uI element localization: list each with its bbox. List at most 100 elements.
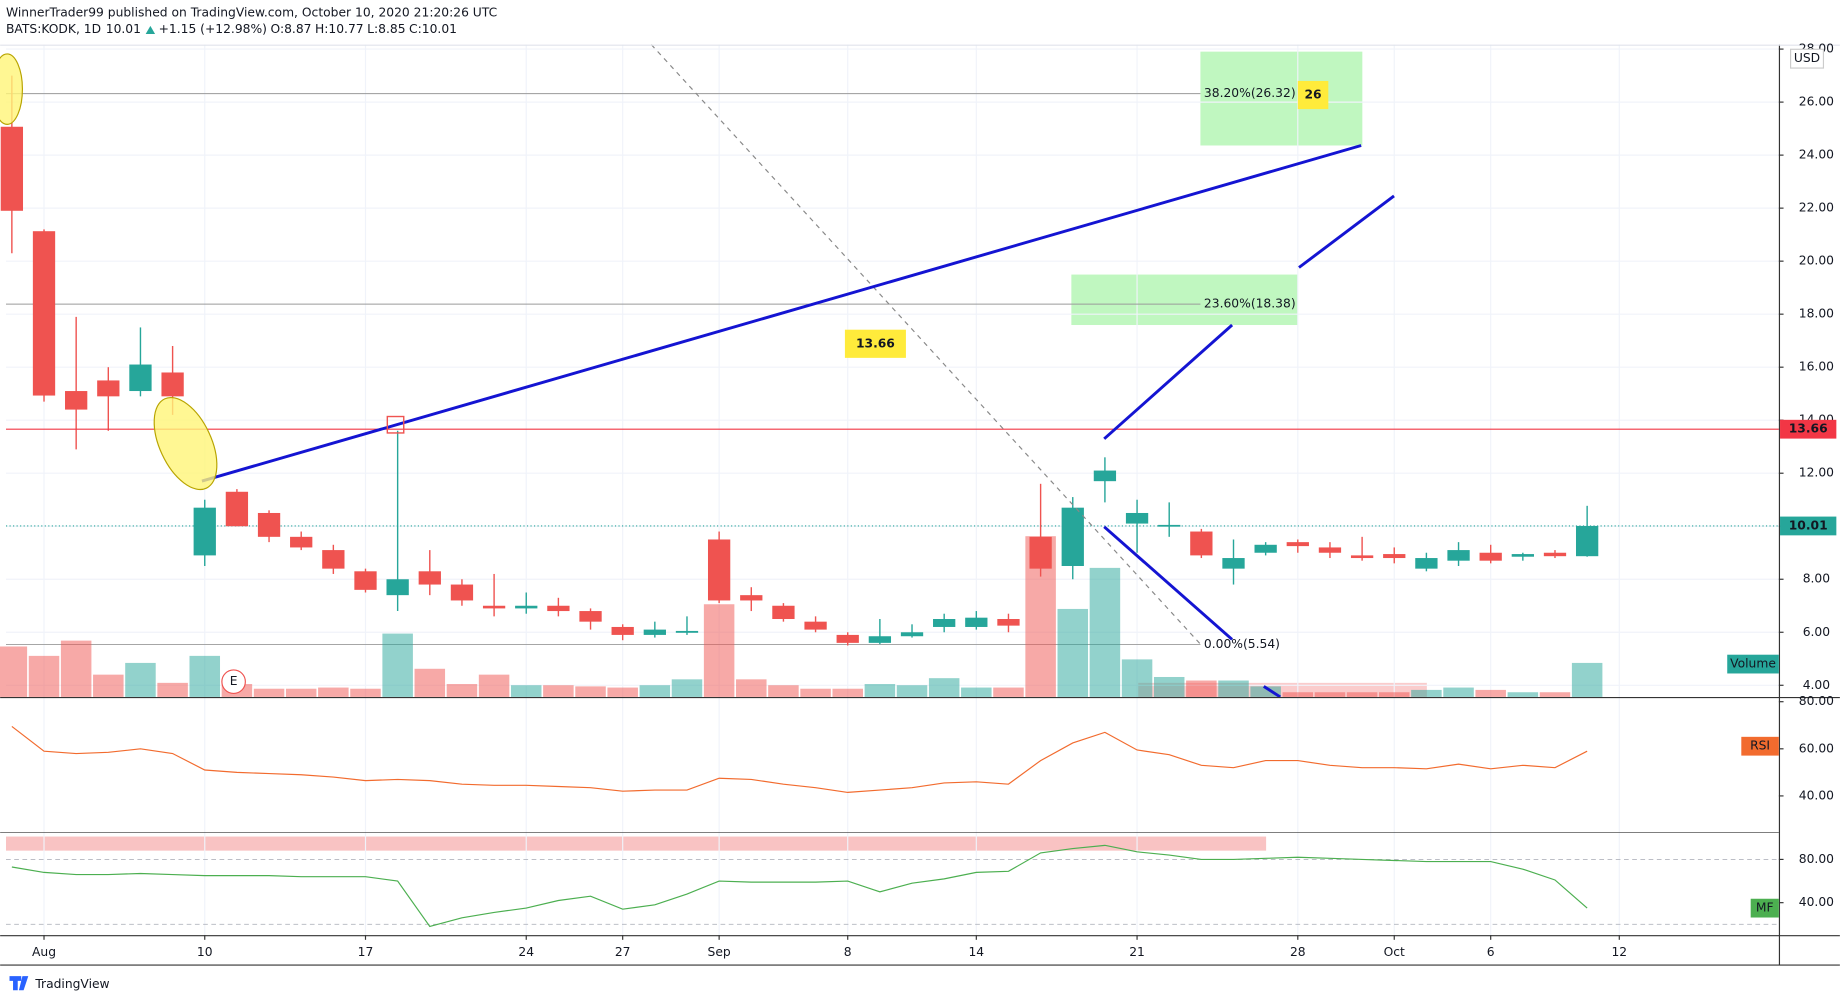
marks [0,75,1779,928]
volume-bar [1153,676,1185,697]
volume-bar [189,655,221,697]
candle-body [354,571,377,590]
volume-bar [1346,692,1378,697]
header-text: 10.01 [422,22,457,36]
y-tick-label: 18.00 [1799,307,1834,321]
target-box [1071,274,1298,326]
volume-bar [543,685,574,697]
volume-bar [639,685,671,697]
highlight-band [5,836,1267,851]
volume-bar [768,685,799,697]
candle-body [579,611,602,622]
pane-label-box [1741,736,1779,756]
event-marker [221,669,246,695]
volume-bar [93,674,124,697]
volume-bar [125,662,156,697]
candle-body [1415,558,1438,569]
header-text: 8.85 [378,22,405,36]
volume-bar [1507,692,1539,697]
header-text: 10.01 [106,22,141,36]
candle-body [1158,524,1181,527]
candle-body [1575,525,1599,557]
candle-body [1190,531,1213,556]
candle-body [933,619,956,627]
candle-body [257,512,281,537]
volume-bar [510,685,542,697]
volume-bar [1057,608,1089,697]
volume-bar [1378,692,1410,697]
candle-body [707,539,731,601]
volume-bar [478,674,510,697]
note: 13.66 [856,336,895,350]
candle-body [1447,550,1470,561]
candle-body [290,536,313,548]
candle-body [643,629,666,635]
volume-bar [832,688,863,697]
candle-body [129,364,152,392]
candle-body [547,605,570,612]
y-tick-label: 8.00 [1803,572,1830,586]
fib-trend [650,44,1201,645]
header-text: O: [270,22,284,36]
volume-bar [800,688,831,697]
pane-label-box [1750,898,1779,918]
trendline [1103,323,1234,440]
x-tick-label: 6 [1487,945,1495,959]
trendline [1262,685,1281,699]
header-text: 8.87 [284,22,311,36]
candle-body [740,595,763,601]
candle-body [515,605,538,609]
highlight-ellipse [153,396,218,491]
volume-bar [1475,689,1506,697]
change-arrow [145,25,156,35]
y-tick-label: 80.00 [1799,694,1834,708]
volume-bar [896,685,928,697]
volume-bar [1089,567,1121,697]
logo [9,976,29,991]
trendline [1298,194,1395,269]
candle-body [65,391,88,410]
last-price-tag-box [1780,516,1837,536]
volume-bar [414,668,446,697]
y-tick-label: 16.00 [1799,360,1834,374]
x-tick-label: 12 [1611,945,1627,959]
x-tick-label: 14 [968,945,984,959]
pane-label: RSI [1750,739,1770,753]
header-text: 10.77 [328,22,363,36]
x-tick-label: 27 [615,945,631,959]
x-tick-label: 17 [358,945,374,959]
candle-body [32,231,56,396]
volume-bar [1411,689,1442,697]
note-box [844,329,906,358]
candle-body [1511,554,1534,557]
volume-bar [285,688,317,697]
header-text: +1.15 (+12.98%) [159,22,267,36]
candle-body [0,126,24,211]
candle-body [1061,507,1084,566]
volume-bar [157,682,188,697]
x-tick-label: Sep [708,945,731,959]
volume-bar [671,679,703,697]
pane-label: MF [1756,901,1774,915]
currency-box [1790,48,1825,69]
volume-bar [1443,687,1474,697]
volume-bar [350,688,381,697]
y-tick-label: 24.00 [1799,148,1834,162]
candle-body [1254,544,1277,553]
candle-body [193,507,216,556]
drawings-over: TradingView WinnerTrader99 published on … [0,5,1840,991]
fib-label: 0.00%(5.54) [1204,637,1280,651]
candle-body [1350,555,1374,559]
price-tag: 13.66 [1789,422,1828,436]
volume-bar [253,688,285,697]
volume-bar [1539,692,1571,697]
currency: USD [1794,51,1820,65]
note-box [1297,80,1329,110]
fib-label: 38.20%(26.32) [1204,86,1296,100]
header-text: L: [367,22,378,36]
grid [5,44,1779,936]
x-tick-label: 21 [1129,945,1145,959]
